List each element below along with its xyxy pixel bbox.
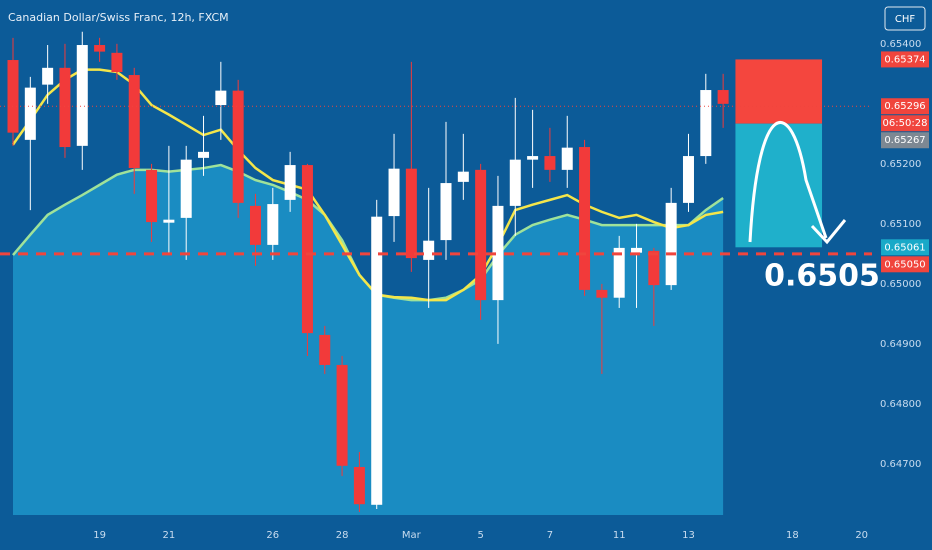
candle-body [59,67,71,148]
candle-body [198,151,210,158]
y-tick-label: 0.64800 [880,399,921,410]
y-tick-label: 0.65100 [880,219,921,230]
candle-body [94,45,106,52]
price-tag [881,256,929,273]
candle-body [128,75,140,169]
candle-body [24,87,36,140]
candle-body [146,169,158,223]
x-tick-label: 21 [163,530,176,541]
candle-body [440,183,452,241]
x-tick-label: 19 [93,530,106,541]
x-tick-label: 26 [266,530,279,541]
candle-body [180,159,192,218]
candle-body [631,247,643,253]
price-tag-label: 0.65061 [884,242,925,253]
candle-body [492,205,504,301]
candle-body [613,247,625,298]
price-tag [881,51,929,68]
candle-body [700,90,712,157]
price-tag-label: 0.65296 [884,101,925,112]
price-tag-label: 0.65374 [884,54,925,65]
annotation: 0.6505 [764,259,880,294]
x-tick-label: 18 [786,530,799,541]
candle-body [215,90,227,106]
candle-body [7,60,19,133]
y-tick-label: 0.65200 [880,159,921,170]
currency-label: CHF [895,14,916,25]
candle-body [371,216,383,505]
candle-body [163,219,175,223]
price-tag [881,98,929,115]
y-tick-label: 0.65000 [880,279,921,290]
price-tag-label: 0.65267 [884,135,925,146]
x-tick-label: 28 [336,530,349,541]
x-tick-label: 11 [613,530,626,541]
candle-body [336,364,348,466]
candle-body [527,156,539,160]
candle-body [682,156,694,203]
x-tick-label: 5 [477,530,483,541]
candle-body [648,250,660,286]
arrow-curve [748,121,828,243]
candle-body [249,205,261,245]
x-tick-label: 7 [547,530,553,541]
chart-title: Canadian Dollar/Swiss Franc, 12h, FXCM [8,11,229,24]
x-tick-label: Mar [402,530,422,541]
candle-body [457,171,469,182]
candle-body [388,168,400,217]
countdown-label: 06:50:28 [883,118,928,129]
y-tick-label: 0.65400 [880,39,921,50]
candle-body [232,90,244,203]
candle-body [596,289,608,298]
candle-body [561,147,573,170]
candle-body [301,165,313,334]
price-tag-label: 0.65050 [884,259,925,270]
candle-body [405,168,417,259]
candle-body [353,466,365,505]
price-tag [881,239,929,256]
currency-button[interactable] [884,6,926,31]
arrow-head [810,219,847,245]
candle-body [319,334,331,365]
candle-body [42,67,54,85]
x-tick-label: 13 [682,530,695,541]
candle-body [665,202,677,286]
candle-body [76,45,88,146]
candle-body [111,52,123,73]
y-tick-label: 0.64900 [880,339,921,350]
candle-body [475,169,487,301]
countdown-tag [881,115,929,132]
candle-body [509,159,521,206]
candle-body [717,90,729,104]
price-tag [881,132,929,149]
candle-body [423,240,435,260]
candle-body [284,165,296,200]
candle-body [267,204,279,245]
y-tick-label: 0.64700 [880,459,921,470]
candle-body [579,147,591,290]
x-tick-label: 20 [855,530,868,541]
candle-body [544,156,556,170]
stop-zone [735,59,823,124]
